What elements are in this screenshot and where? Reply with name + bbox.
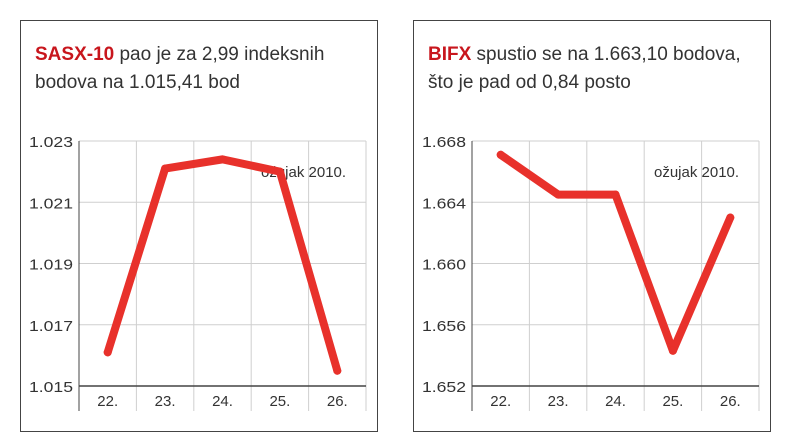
chart-panel-bifx: BIFX spustio se na 1.663,10 bodova, što …	[413, 20, 771, 432]
chart-headline: BIFX spustio se na 1.663,10 bodova, što …	[428, 41, 768, 97]
x-tick-label: 24.	[212, 393, 233, 410]
data-point	[554, 190, 563, 199]
chart-headline: SASX-10 pao je za 2,99 indeksnih bodova …	[35, 41, 375, 97]
data-point	[496, 150, 505, 159]
ticker-label: BIFX	[428, 44, 472, 65]
series-line	[103, 155, 342, 375]
y-tick-label: 1.015	[29, 379, 73, 396]
data-point	[611, 190, 620, 199]
ticker-label: SASX-10	[35, 44, 115, 65]
data-point	[333, 366, 342, 375]
data-point	[218, 155, 227, 164]
y-tick-label: 1.668	[422, 134, 466, 151]
line-chart-bifx: 1.668 1.664 1.660 1.656 1.652 22. 23. 24. 25. 26.…	[422, 134, 760, 411]
y-tick-label: 1.660	[422, 257, 466, 274]
chart-annotation: ožujak 2010.	[654, 164, 739, 181]
y-tick-label: 1.017	[29, 318, 73, 335]
data-point	[103, 348, 112, 357]
x-tick-label: 23.	[548, 393, 569, 410]
x-tick-label: 22.	[490, 393, 511, 410]
x-tick-label: 25.	[269, 393, 290, 410]
y-tick-label: 1.023	[29, 134, 73, 151]
x-tick-label: 25.	[662, 393, 683, 410]
data-point	[726, 213, 735, 222]
headline-text: pao je za 2,99 indeksnih bodova na 1.015…	[35, 44, 325, 93]
y-tick-label: 1.656	[422, 318, 466, 335]
series-line	[496, 150, 735, 355]
x-tick-label: 26.	[720, 393, 741, 410]
y-tick-label: 1.664	[422, 195, 466, 212]
x-tick-label: 24.	[605, 393, 626, 410]
x-tick-label: 23.	[155, 393, 176, 410]
y-tick-label: 1.019	[29, 257, 73, 274]
data-point	[161, 164, 170, 173]
data-point	[275, 167, 284, 176]
data-point	[668, 346, 677, 355]
line-chart-sasx: 1.023 1.021 1.019 1.017 1.015 22. 23. 24. 25. 26.…	[29, 134, 367, 411]
x-tick-label: 22.	[97, 393, 118, 410]
x-tick-label: 26.	[327, 393, 348, 410]
headline-text: spustio se na 1.663,10 bodova, što je pa…	[428, 44, 741, 93]
y-tick-label: 1.021	[29, 195, 73, 212]
chart-panel-sasx: SASX-10 pao je za 2,99 indeksnih bodova …	[20, 20, 378, 432]
y-tick-label: 1.652	[422, 379, 466, 396]
